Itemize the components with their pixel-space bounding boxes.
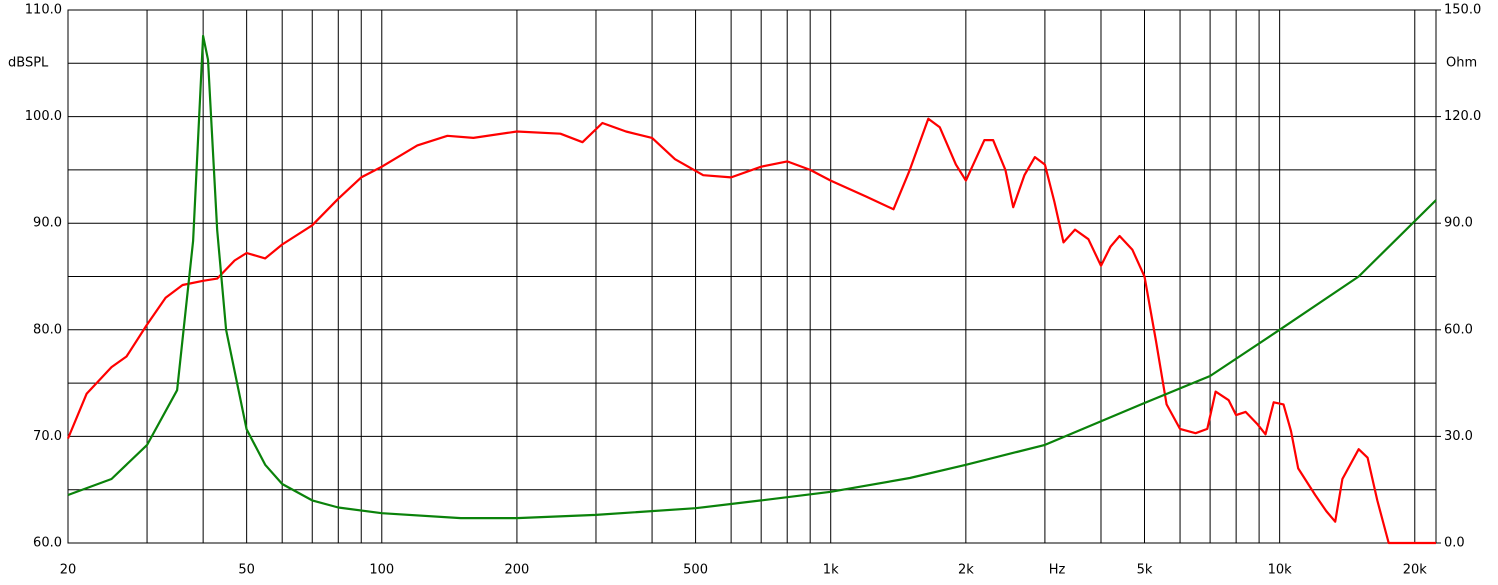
y-tick-label: 100.0 <box>25 109 62 124</box>
y-tick-label: 70.0 <box>33 429 62 444</box>
x-tick-label: 20 <box>60 563 77 578</box>
y2-axis-label: Ohm <box>1446 56 1477 71</box>
plot-frame <box>67 9 1437 544</box>
y2-tick-label: 30.0 <box>1444 429 1473 444</box>
y-axis-label: dBSPL <box>8 56 49 71</box>
x-tick-label: 20k <box>1403 563 1428 578</box>
x-tick-label: 500 <box>683 563 708 578</box>
x-tick-label: 200 <box>505 563 530 578</box>
x-tick-label: 1k <box>823 563 839 578</box>
y-tick-label: 110.0 <box>25 3 62 18</box>
series-line <box>66 117 1436 545</box>
y2-tick-label: 90.0 <box>1444 216 1473 231</box>
x-tick-label: 2k <box>958 563 974 578</box>
x-tick-label: 100 <box>369 563 394 578</box>
x-tick-label: 50 <box>238 563 255 578</box>
x-tick-label: 5k <box>1137 563 1153 578</box>
x-tick-label: 10k <box>1268 563 1293 578</box>
y-tick-label: 80.0 <box>33 322 62 337</box>
y2-tick-label: 120.0 <box>1444 109 1481 124</box>
y-tick-label: 90.0 <box>33 216 62 231</box>
y2-tick-label: 0.0 <box>1444 536 1465 551</box>
y2-tick-label: 60.0 <box>1444 322 1473 337</box>
y-tick-label: 60.0 <box>33 536 62 551</box>
y2-tick-label: 150.0 <box>1444 3 1481 18</box>
x-axis-label: Hz <box>1049 563 1066 578</box>
series-line <box>67 34 1437 520</box>
